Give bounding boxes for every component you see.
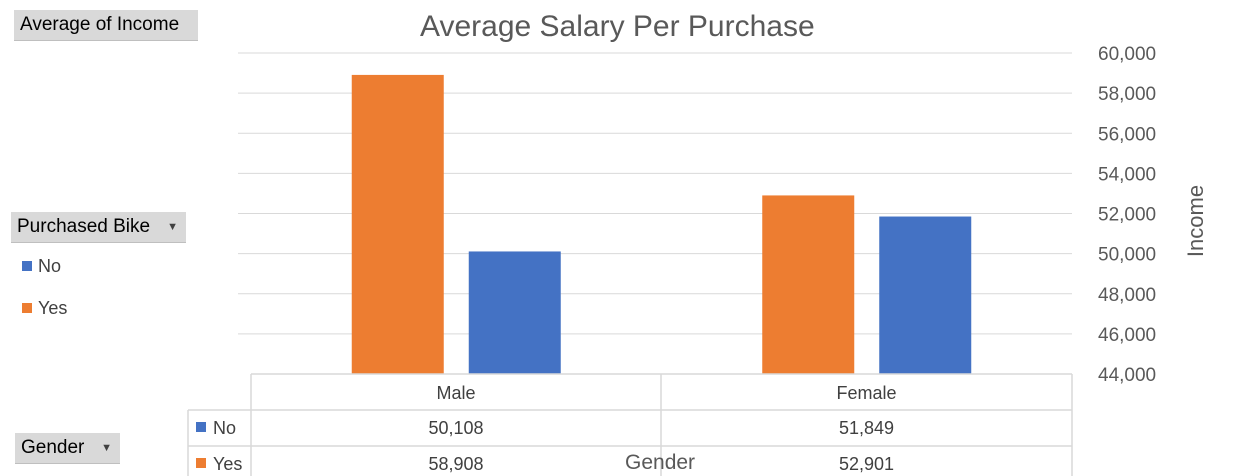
y-tick-label: 54,000 [1098,164,1156,185]
table-row-label: Yes [213,454,242,474]
chart-title: Average Salary Per Purchase [420,10,815,43]
y-tick-label: 50,000 [1098,245,1156,266]
y-tick-label: 56,000 [1098,124,1156,145]
legend-field-button[interactable]: Purchased Bike ▼ [11,212,186,243]
legend-label-no: No [38,256,62,276]
legend-label-yes: Yes [38,298,68,318]
y-axis-title: Income [1176,160,1216,280]
y-tick-label: 52,000 [1098,205,1156,226]
table-row-label: No [213,418,236,438]
y-tick-label: 48,000 [1098,285,1156,306]
data-table-value: 50,108 [428,418,483,438]
legend-field-label: Purchased Bike [17,216,151,237]
legend-entry-no: No [22,256,61,277]
x-axis-title: Gender [625,451,696,474]
axis-field-label: Gender [21,437,85,458]
x-tick-label: Male [436,383,475,403]
legend-swatch-yes [22,303,32,313]
x-tick-label: Female [836,383,896,403]
data-table-value: 58,908 [428,454,483,474]
y-tick-label: 46,000 [1098,325,1156,346]
bar-no-male [468,251,561,374]
values-field-label: Average of Income [20,14,180,35]
data-table-value: 52,901 [839,454,894,474]
bar-no-female [879,216,972,374]
y-tick-label: 60,000 [1098,44,1156,65]
data-table-value: 51,849 [839,418,894,438]
legend-swatch-no [22,261,32,271]
axis-field-button[interactable]: Gender ▼ [15,433,120,464]
y-tick-label: 44,000 [1098,365,1156,386]
table-legend-key [196,422,206,432]
bar-yes-female [762,195,855,374]
legend-entry-yes: Yes [22,298,67,319]
bar-yes-male [351,74,444,374]
y-tick-label: 58,000 [1098,84,1156,105]
chevron-down-icon[interactable]: ▼ [101,442,112,454]
chevron-down-icon[interactable]: ▼ [167,221,178,233]
y-axis-title-text: Income [1183,184,1208,258]
table-legend-key [196,458,206,468]
values-field-button[interactable]: Average of Income [14,10,198,41]
